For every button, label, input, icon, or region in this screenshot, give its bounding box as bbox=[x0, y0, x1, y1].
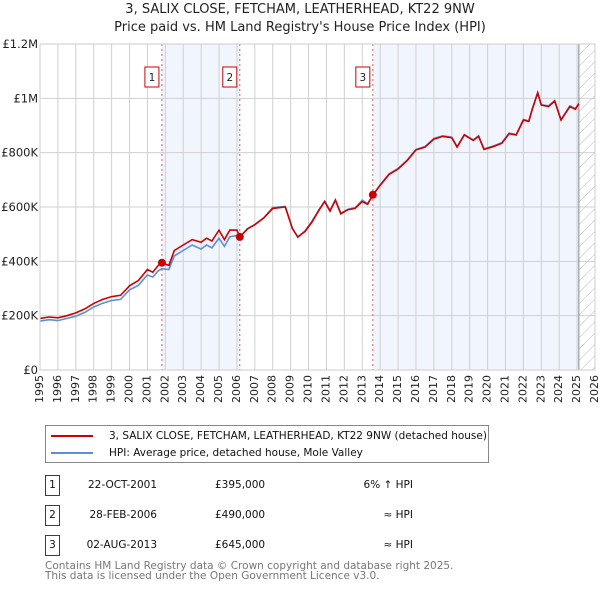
x-tick-label: 2001 bbox=[140, 375, 153, 403]
y-tick-label: £600K bbox=[1, 200, 38, 214]
x-tick-label: 1996 bbox=[51, 375, 64, 403]
footer-copyright: Contains HM Land Registry data © Crown c… bbox=[45, 560, 454, 572]
x-tick-label: 2003 bbox=[176, 375, 189, 403]
y-tick-label: £400K bbox=[1, 254, 38, 268]
sale-label: 1 bbox=[149, 72, 156, 84]
x-tick-label: 2020 bbox=[481, 375, 494, 403]
transaction-number: 2 bbox=[45, 505, 60, 526]
transaction-price: £490,000 bbox=[215, 509, 266, 521]
legend-swatch-blue bbox=[51, 452, 93, 454]
x-tick-label: 2018 bbox=[445, 375, 458, 403]
chart-subtitle: Price paid vs. HM Land Registry's House … bbox=[114, 20, 486, 35]
sale-label-box bbox=[355, 66, 371, 88]
x-tick-label: 1995 bbox=[33, 375, 46, 403]
x-tick-label: 2013 bbox=[355, 375, 368, 403]
x-tick-label: 2014 bbox=[373, 375, 386, 403]
transaction-hpi: ≈ HPI bbox=[383, 509, 413, 521]
legend-item-hpi: HPI: Average price, detached house, Mole… bbox=[46, 445, 363, 461]
legend-label: 3, SALIX CLOSE, FETCHAM, LEATHERHEAD, KT… bbox=[109, 430, 487, 442]
y-tick-label: £0 bbox=[23, 363, 38, 377]
x-tick-label: 2024 bbox=[552, 375, 565, 403]
x-tick-label: 1999 bbox=[105, 375, 118, 403]
x-tick-label: 2011 bbox=[319, 375, 332, 403]
transaction-number: 1 bbox=[45, 475, 60, 496]
x-tick-label: 2004 bbox=[194, 375, 207, 403]
x-tick-label: 1998 bbox=[87, 375, 100, 403]
x-tick-label: 2002 bbox=[158, 375, 171, 403]
x-tick-label: 2023 bbox=[534, 375, 547, 403]
x-tick-label: 2017 bbox=[427, 375, 440, 403]
legend-swatch-red bbox=[51, 435, 93, 437]
chart-title: 3, SALIX CLOSE, FETCHAM, LEATHERHEAD, KT… bbox=[125, 2, 475, 17]
legend: 3, SALIX CLOSE, FETCHAM, LEATHERHEAD, KT… bbox=[45, 425, 489, 463]
transaction-date: 28-FEB-2006 bbox=[89, 509, 157, 521]
legend-item-property: 3, SALIX CLOSE, FETCHAM, LEATHERHEAD, KT… bbox=[46, 428, 487, 444]
transaction-number: 3 bbox=[45, 535, 60, 556]
x-tick-label: 2000 bbox=[123, 375, 136, 403]
transaction-date: 02-AUG-2013 bbox=[86, 539, 157, 551]
x-tick-label: 1997 bbox=[69, 375, 82, 403]
transaction-date: 22-OCT-2001 bbox=[88, 479, 157, 491]
y-tick-label: £200K bbox=[1, 309, 38, 323]
sale-point bbox=[235, 232, 244, 241]
transaction-price: £645,000 bbox=[215, 539, 266, 551]
sale-label: 2 bbox=[226, 72, 233, 84]
x-tick-label: 2010 bbox=[302, 375, 315, 403]
x-tick-label: 2012 bbox=[337, 375, 350, 403]
x-tick-label: 2006 bbox=[230, 375, 243, 403]
transaction-hpi: 6% ↑ HPI bbox=[363, 479, 413, 491]
sale-point bbox=[368, 190, 377, 199]
legend-label: HPI: Average price, detached house, Mole… bbox=[109, 447, 363, 459]
sale-label: 3 bbox=[359, 72, 366, 84]
transaction-hpi: ≈ HPI bbox=[383, 539, 413, 551]
x-tick-label: 2016 bbox=[409, 375, 422, 403]
sale-label-box bbox=[222, 66, 238, 88]
sale-point bbox=[157, 258, 166, 267]
y-tick-label: £800K bbox=[1, 146, 38, 160]
x-tick-label: 2008 bbox=[266, 375, 279, 403]
plot-border bbox=[39, 43, 596, 371]
x-tick-label: 2025 bbox=[570, 375, 583, 403]
y-tick-label: £1M bbox=[13, 91, 38, 105]
x-tick-label: 2026 bbox=[588, 375, 600, 403]
price-chart: 1 2 3 1995 1996 1997 1998 1999 2000 2001 2002 2003 2… bbox=[1, 37, 600, 403]
sale-label-box bbox=[144, 66, 160, 88]
y-tick-label: £1.2M bbox=[2, 37, 38, 51]
x-tick-label: 2021 bbox=[498, 375, 511, 403]
property-price-line bbox=[39, 90, 580, 320]
x-tick-label: 2007 bbox=[248, 375, 261, 403]
x-tick-label: 2022 bbox=[516, 375, 529, 403]
transaction-price: £395,000 bbox=[215, 479, 266, 491]
x-tick-label: 2019 bbox=[463, 375, 476, 403]
x-tick-label: 2015 bbox=[391, 375, 404, 403]
footer-licence: This data is licensed under the Open Gov… bbox=[45, 570, 380, 582]
x-tick-label: 2009 bbox=[284, 375, 297, 403]
x-tick-label: 2005 bbox=[212, 375, 225, 403]
